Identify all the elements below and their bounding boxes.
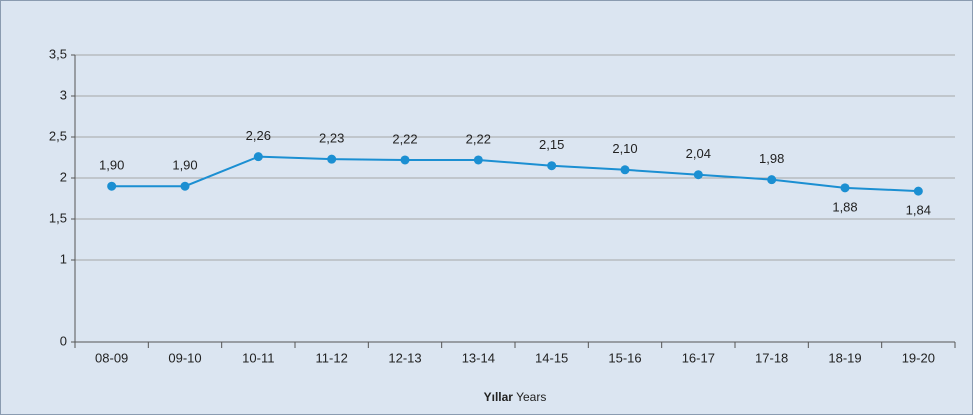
point [840,183,850,193]
y-tick-label: 1,5 [49,210,67,225]
x-tick-label: 12-13 [388,350,421,365]
x-axis-label-en: Years [516,390,546,404]
data-label: 1,84 [906,203,931,218]
point [913,186,923,196]
point [547,161,557,171]
data-label: 1,90 [172,158,197,173]
x-tick-label: 16-17 [682,350,715,365]
data-label: 2,10 [612,141,637,156]
y-tick-label: 0 [60,333,67,348]
x-tick-label: 13-14 [462,350,495,365]
y-tick-label: 1 [60,251,67,266]
point [767,175,777,185]
x-tick-label: 10-11 [242,350,274,365]
point [400,155,410,165]
y-tick-label: 3,5 [49,46,67,61]
x-tick-label: 18-19 [828,350,861,365]
data-label: 1,90 [99,158,124,173]
line [111,155,919,193]
data-label: 2,22 [392,131,417,146]
y-tick-label: 3 [60,87,67,102]
x-tick-label: 09-10 [168,350,201,365]
x-tick-label: 15-16 [608,350,641,365]
data-label: 2,04 [686,146,711,161]
y-tick-label: 2 [60,169,67,184]
point [107,181,117,191]
point [693,170,703,180]
point [180,181,190,191]
x-tick-label: 11-12 [316,350,348,365]
x-axis-label-bold: Yıllar [484,390,514,404]
point [473,155,483,165]
x-tick-label: 14-15 [535,350,568,365]
data-label: 2,26 [246,128,271,143]
data-label: 1,88 [832,199,857,214]
data-label: 1,98 [759,151,784,166]
y-tick-label: 2,5 [49,128,67,143]
x-tick-label: 17-18 [755,350,788,365]
x-tick-label: 08-09 [95,350,128,365]
x-tick-label: 19-20 [902,350,935,365]
point [253,152,263,162]
data-label: 2,22 [466,131,491,146]
data-label: 2,23 [319,131,344,146]
x-axis-label: Yıllar Years [484,390,547,404]
point [327,154,337,164]
point [620,165,630,175]
data-label: 2,15 [539,137,564,152]
